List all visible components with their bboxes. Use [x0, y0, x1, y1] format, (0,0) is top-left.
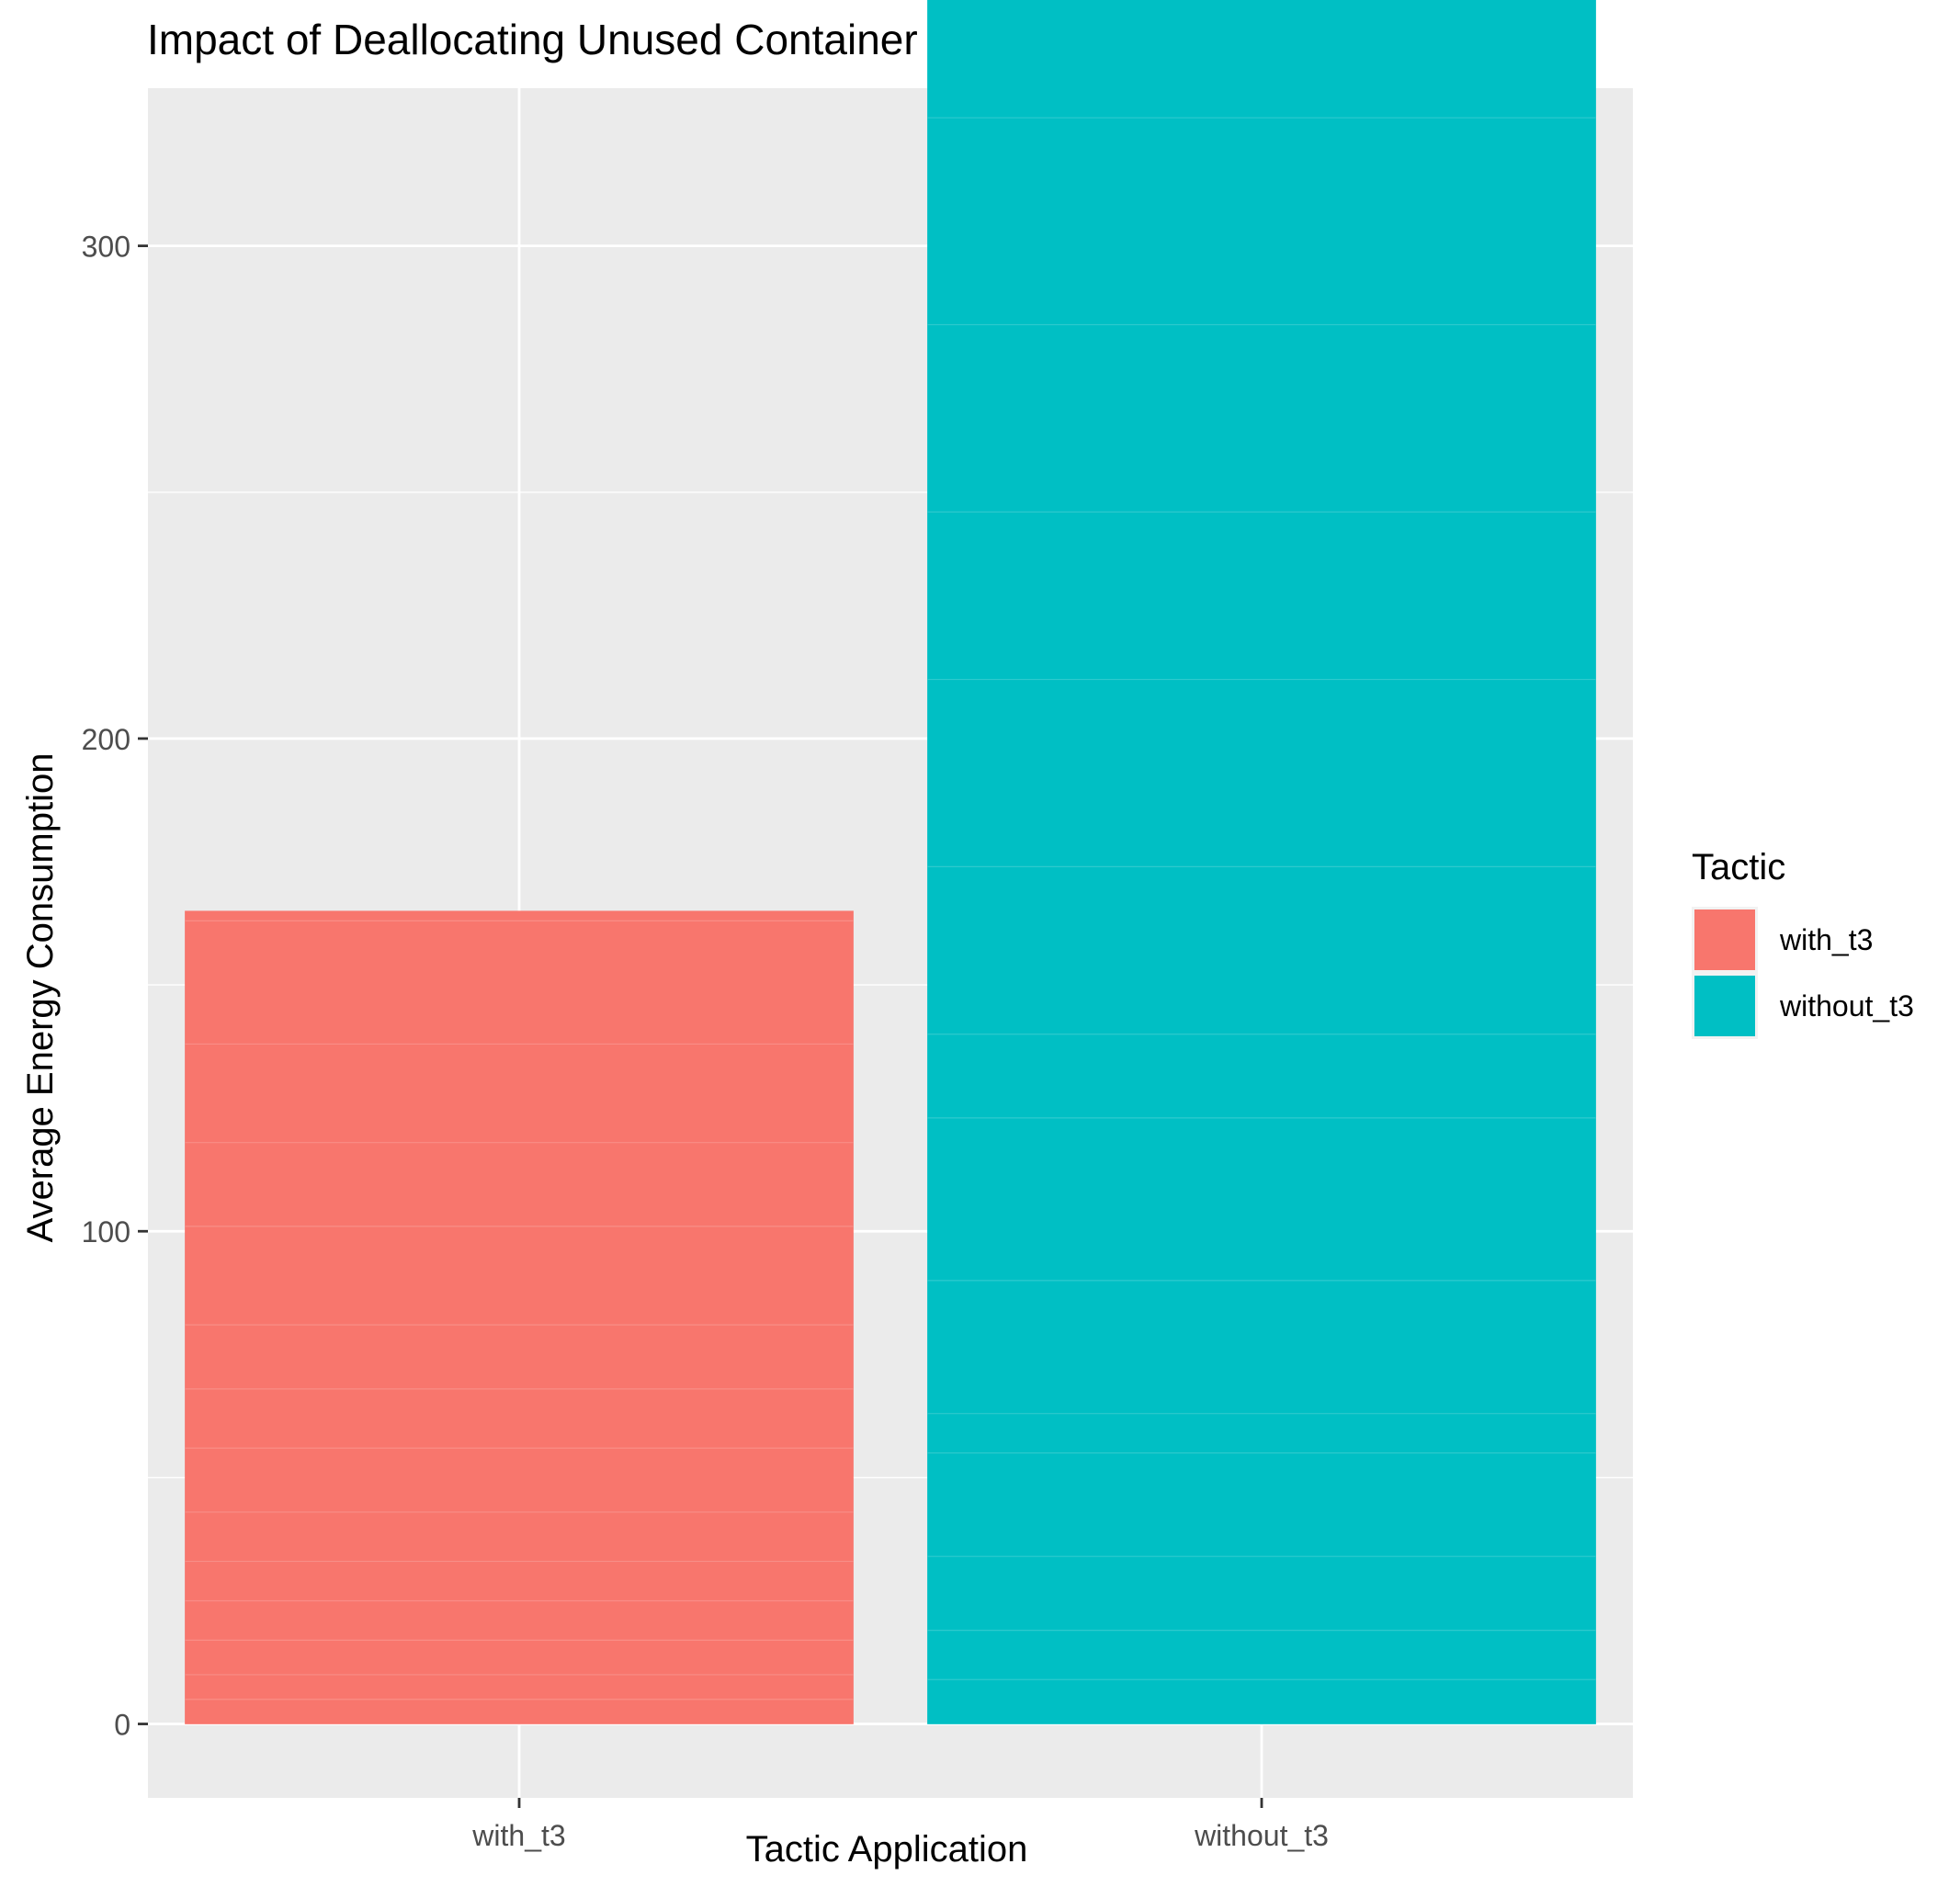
- bar-segment-without_t3: [927, 1117, 1596, 1282]
- bar-segment-with_t3: [185, 1674, 854, 1700]
- y-tick-label: 100: [82, 1215, 130, 1248]
- bar-segment-without_t3: [927, 1413, 1596, 1453]
- bar-segment-without_t3: [927, 511, 1596, 680]
- y-axis: 0 100 200 300: [82, 231, 148, 1742]
- bar-segment-with_t3: [185, 1388, 854, 1449]
- y-tick-label: 200: [82, 723, 130, 756]
- bar-segment-with_t3: [185, 1561, 854, 1601]
- x-tick-label-with_t3: with_t3: [471, 1819, 565, 1852]
- bar-segment-with_t3: [185, 910, 854, 921]
- bar-segment-without_t3: [927, 679, 1596, 867]
- y-tick-label: 0: [114, 1709, 130, 1742]
- bars: [185, 0, 1596, 1724]
- bar-segment-without_t3: [927, 1280, 1596, 1414]
- bar-segment-without_t3: [927, 1452, 1596, 1557]
- bar-segment-with_t3: [185, 1324, 854, 1390]
- bar-segment-with_t3: [185, 1044, 854, 1143]
- bar-segment-with_t3: [185, 1600, 854, 1641]
- bar-segment-with_t3: [185, 1447, 854, 1513]
- bar-segment-without_t3: [927, 324, 1596, 513]
- bar-segment-with_t3: [185, 1142, 854, 1227]
- x-axis-label: Tactic Application: [746, 1829, 1028, 1870]
- bar-segment-with_t3: [185, 1511, 854, 1562]
- legend-swatch-without_t3: [1694, 976, 1755, 1036]
- y-tick-label: 300: [82, 231, 130, 264]
- legend-title: Tactic: [1692, 847, 1785, 887]
- bar-segment-without_t3: [927, 1034, 1596, 1119]
- bar-segment-without_t3: [927, 866, 1596, 1034]
- bar-segment-with_t3: [185, 921, 854, 1045]
- bar-segment-without_t3: [927, 1630, 1596, 1680]
- bar-segment-without_t3: [927, 0, 1596, 119]
- y-axis-label: Average Energy Consumption: [20, 753, 61, 1243]
- bar-segment-with_t3: [185, 1640, 854, 1676]
- legend-label-with_t3: with_t3: [1779, 923, 1873, 956]
- bar-segment-with_t3: [185, 1699, 854, 1724]
- bar-segment-without_t3: [927, 117, 1596, 325]
- legend-label-without_t3: without_t3: [1779, 989, 1914, 1022]
- bar-segment-with_t3: [185, 1226, 854, 1326]
- bar-segment-without_t3: [927, 1679, 1596, 1724]
- x-axis: with_t3 without_t3: [471, 1798, 1329, 1852]
- legend-swatch-with_t3: [1694, 909, 1755, 970]
- bar-segment-without_t3: [927, 1555, 1596, 1631]
- x-tick-label-without_t3: without_t3: [1194, 1819, 1329, 1852]
- legend: Tactic with_t3 without_t3: [1692, 847, 1914, 1039]
